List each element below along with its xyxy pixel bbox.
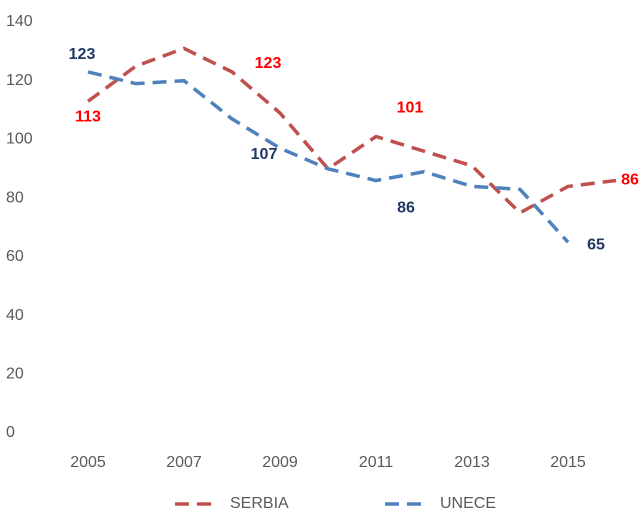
x-tick-label: 2015 bbox=[550, 454, 586, 471]
y-tick-label: 60 bbox=[6, 248, 24, 265]
y-tick-label: 80 bbox=[6, 189, 24, 206]
y-tick-label: 100 bbox=[6, 131, 33, 148]
line-series bbox=[86, 46, 617, 215]
x-tick-label: 2013 bbox=[454, 454, 490, 471]
y-tick-label: 20 bbox=[6, 366, 24, 383]
y-tick-label: 120 bbox=[6, 72, 33, 89]
x-tick-label: 2009 bbox=[262, 454, 298, 471]
data-label: 101 bbox=[397, 100, 424, 117]
data-label: 86 bbox=[397, 200, 415, 217]
line-series bbox=[87, 70, 570, 244]
x-tick-label: 2007 bbox=[166, 454, 202, 471]
y-tick-label: 40 bbox=[6, 307, 24, 324]
data-label: 123 bbox=[69, 46, 96, 63]
data-label: 113 bbox=[75, 108, 101, 125]
legend-label: SERBIA bbox=[230, 495, 289, 512]
data-label: 65 bbox=[587, 236, 605, 253]
data-label: 123 bbox=[255, 55, 282, 72]
data-label: 107 bbox=[251, 146, 278, 163]
legend-label: UNECE bbox=[440, 495, 496, 512]
x-tick-label: 2005 bbox=[70, 454, 106, 471]
data-label: 86 bbox=[621, 172, 639, 189]
x-tick-label: 2011 bbox=[359, 454, 394, 471]
y-tick-label: 0 bbox=[6, 424, 15, 441]
y-tick-label: 140 bbox=[6, 13, 33, 30]
